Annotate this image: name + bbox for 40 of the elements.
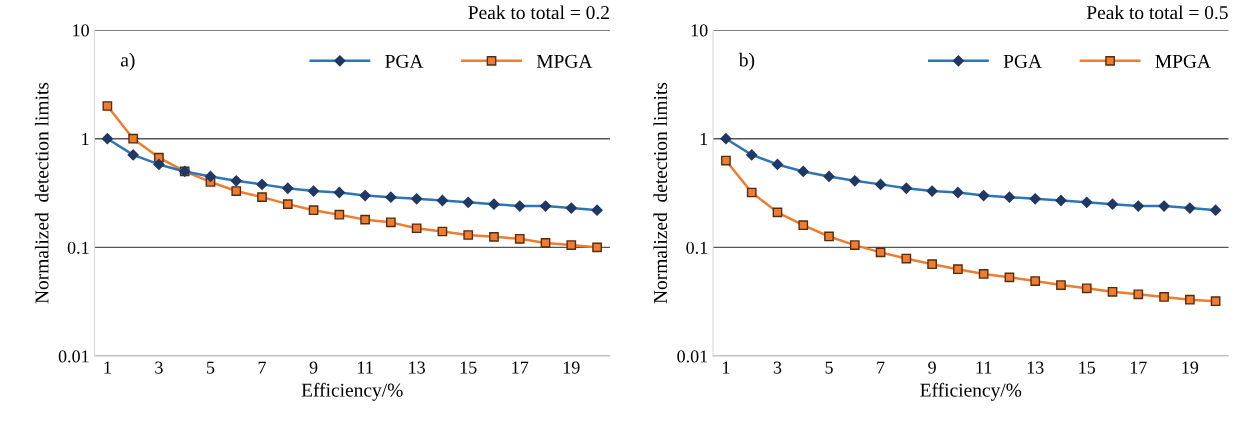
x-tick-label: 5 bbox=[207, 361, 215, 374]
chart-title: Peak to total = 0.2 bbox=[468, 5, 609, 20]
x-tick-label: 19 bbox=[563, 361, 580, 374]
x-tick-label: 17 bbox=[512, 361, 529, 374]
x-tick-label: 3 bbox=[773, 361, 782, 374]
x-tick-label: 3 bbox=[155, 361, 163, 374]
y-tick-label: 1 bbox=[82, 133, 89, 145]
x-tick-label: 19 bbox=[1182, 361, 1199, 374]
legend-label: PGA bbox=[1003, 54, 1042, 68]
legend-label: PGA bbox=[385, 54, 424, 68]
x-axis-title: Efficiency/% bbox=[301, 382, 403, 401]
y-tick-label: 0.1 bbox=[67, 241, 89, 254]
x-tick-label: 11 bbox=[976, 361, 992, 374]
x-tick-label: 15 bbox=[1079, 361, 1096, 374]
x-tick-label: 9 bbox=[928, 361, 936, 374]
x-tick-label: 11 bbox=[358, 361, 373, 374]
x-tick-label: 17 bbox=[1130, 361, 1147, 374]
y-tick-label: 0.01 bbox=[677, 350, 708, 363]
x-tick-label: 5 bbox=[825, 361, 833, 374]
x-tick-label: 7 bbox=[258, 361, 267, 374]
x-tick-label: 1 bbox=[723, 361, 730, 374]
x-tick-label: 15 bbox=[460, 361, 477, 374]
x-axis-title: Efficiency/% bbox=[920, 382, 1022, 401]
annotation: a) bbox=[120, 52, 135, 71]
x-tick-label: 1 bbox=[104, 361, 111, 374]
x-tick-label: 9 bbox=[309, 361, 318, 374]
legend-label: MPGA bbox=[1155, 54, 1211, 68]
y-tick-label: 10 bbox=[73, 24, 89, 37]
y-tick-label: 0.1 bbox=[686, 241, 708, 254]
y-tick-label: 0.01 bbox=[58, 350, 89, 363]
y-axis-title: Normalized detection limits bbox=[653, 82, 668, 304]
y-axis-title: Normalized detection limits bbox=[34, 82, 49, 304]
x-tick-label: 13 bbox=[1027, 361, 1044, 374]
x-tick-label: 7 bbox=[877, 361, 885, 374]
y-tick-label: 10 bbox=[691, 24, 708, 37]
annotation: b) bbox=[738, 52, 755, 71]
y-tick-label: 1 bbox=[700, 133, 708, 145]
legend-label: MPGA bbox=[536, 54, 593, 68]
chart-title: Peak to total = 0.5 bbox=[1086, 5, 1228, 20]
x-tick-label: 13 bbox=[409, 361, 425, 374]
